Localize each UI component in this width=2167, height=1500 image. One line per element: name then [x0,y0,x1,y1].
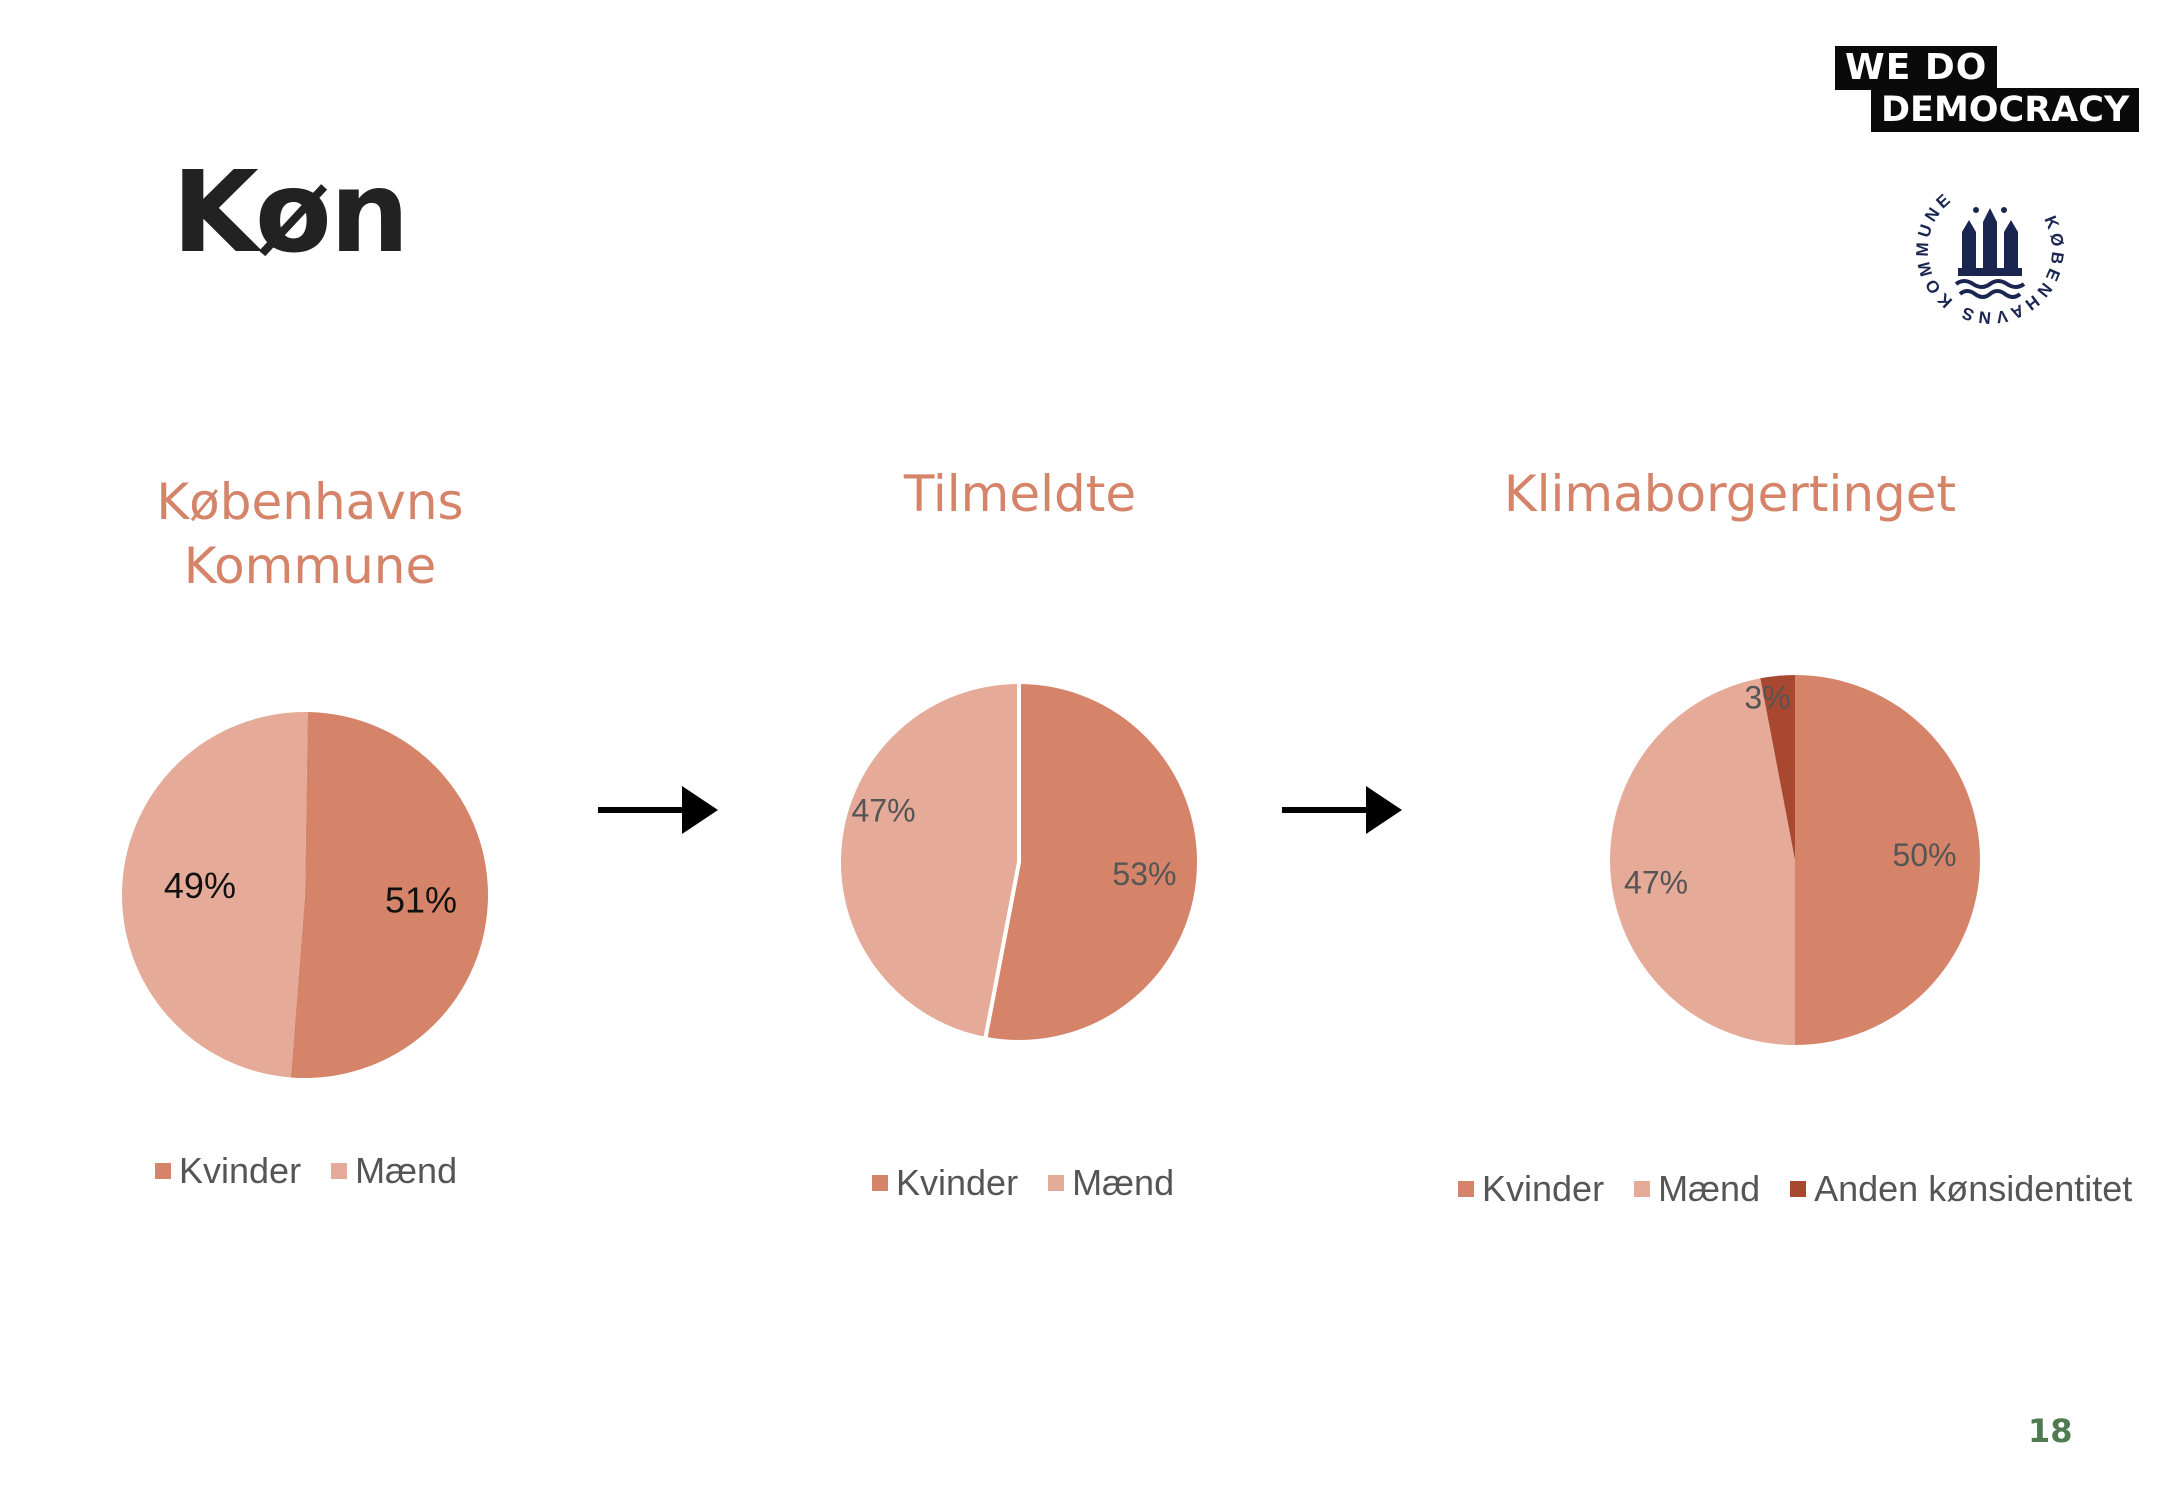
legend-swatch [1048,1175,1065,1191]
logo-line-2: DEMOCRACY [1871,88,2140,132]
pie-slice-anden-konsidentitet [1760,675,1795,860]
legend-item-kvinder: Kvinder [155,1150,301,1192]
legend-swatch [1790,1181,1807,1197]
pie-chart-klimaborgertinget: 50% 47% 3% [1610,675,1980,1045]
pie-slice-maend [837,679,1021,1042]
legend-swatch [155,1163,171,1179]
legend-label: Kvinder [896,1162,1019,1203]
arrow-right-icon [1282,786,1402,834]
logo-line-1: WE DO [1835,46,1998,90]
page-number: 18 [2028,1412,2073,1450]
chart-1-title-line-2: Kommune [183,537,437,595]
pie-slice-maend [122,712,308,1078]
data-label-maend: 47% [1624,864,1688,900]
data-label-maend: 47% [852,792,916,828]
we-do-democracy-logo: WE DO DEMOCRACY [1835,46,2140,132]
legend-label: Anden kønsidentitet [1814,1168,2133,1209]
legend-item-kvinder: Kvinder [1458,1168,1604,1210]
legend-item-maend: Mænd [1048,1162,1174,1204]
legend-label: Mænd [355,1150,458,1191]
data-label-kvinder: 51% [385,880,457,921]
legend-swatch [872,1175,888,1191]
chart-1-legend: Kvinder Mænd [155,1150,487,1192]
pie-slice-maend [1610,678,1795,1045]
legend-label: Mænd [1658,1168,1761,1209]
data-label-kvinder: 53% [1112,856,1176,892]
slide-title: Køn [172,148,409,278]
pie-chart-tilmeldte: 53% 47% [837,679,1201,1044]
chart-2-title: Tilmeldte [820,462,1220,526]
chart-3-title-line-1: Klimaborgertinget [1503,465,1957,523]
legend-label: Mænd [1072,1162,1175,1203]
legend-swatch [1634,1181,1651,1197]
chart-2-legend: Kvinder Mænd [872,1162,1204,1204]
legend-swatch [1458,1181,1474,1197]
arrow-right-icon [598,786,718,834]
data-label-kvinder: 50% [1892,837,1956,873]
chart-2-title-line-1: Tilmeldte [903,465,1137,523]
legend-item-maend: Mænd [331,1150,457,1192]
pie-slice-kvinder [290,712,489,1078]
legend-label: Kvinder [1482,1168,1605,1209]
pie-slice-kvinder [1795,675,1980,1045]
data-label-anden-konsidentitet: 3% [1744,680,1790,716]
pie-slice-kvinder [982,679,1201,1044]
kobenhavns-kommune-seal-icon: KØBENHAVNS KOMMUNE [1900,160,2080,340]
legend-item-kvinder: Kvinder [872,1162,1018,1204]
chart-1-title: Københavns Kommune [110,470,510,598]
chart-3-legend: Kvinder Mænd Anden kønsidentitet [1458,1168,2162,1210]
legend-swatch [331,1163,348,1179]
chart-1-title-line-1: Københavns [156,473,464,531]
legend-item-maend: Mænd [1634,1168,1760,1210]
legend-label: Kvinder [179,1150,302,1191]
pie-chart-kobenhavns-kommune: 51% 49% [122,712,489,1078]
legend-item-anden-konsidentitet: Anden kønsidentitet [1790,1168,2132,1210]
chart-3-title: Klimaborgertinget [1470,462,1990,526]
data-label-maend: 49% [164,865,236,906]
